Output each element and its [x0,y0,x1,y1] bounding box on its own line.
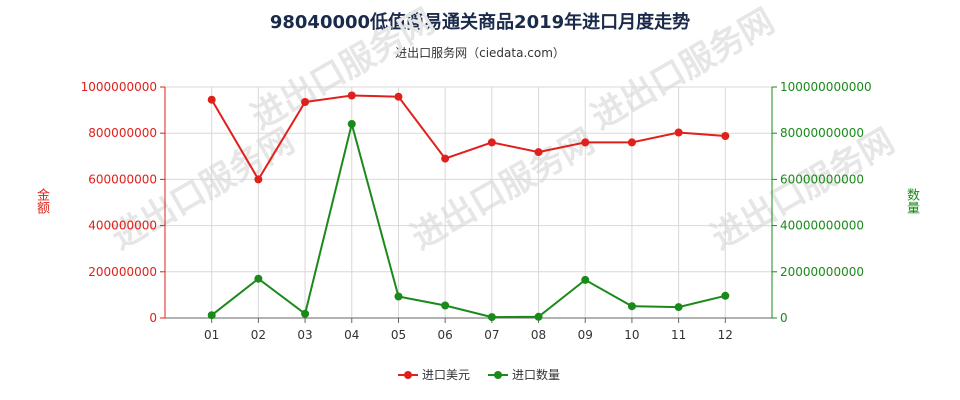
legend-swatch-marker [404,371,412,379]
x-tick-label: 01 [204,328,219,342]
watermark-text: 进出口服务网 [585,1,782,138]
x-tick-label: 03 [297,328,312,342]
right-tick-label: 80000000000 [780,126,864,140]
right-tick-label: 40000000000 [780,219,864,233]
left-axis-ticks: 0 200000000 400000000 600000000 800000000 100… [81,80,165,325]
left-tick-label: 600000000 [88,172,157,186]
left-tick-label: 400000000 [88,219,157,233]
right-tick-label: 60000000000 [780,172,864,186]
watermark-text: 进出口服务网 [105,121,302,258]
watermark-text: 进出口服务网 [245,1,442,138]
left-tick-label: 200000000 [88,265,157,279]
x-tick-label: 07 [484,328,499,342]
legend-entry-label: 进口美元 [422,368,470,382]
series-1-point [301,98,310,106]
watermark-text: 进出口服务网 [705,121,902,258]
right-tick-label: 0 [780,311,788,325]
series-2-point [674,303,683,312]
x-tick-label: 12 [718,328,733,342]
series-2-point [487,313,496,322]
series-1-point [441,154,450,163]
series-1-point [627,138,636,147]
x-tick-label: 06 [438,328,453,342]
legend: 进口美元 进口数量 [398,367,560,382]
series-1-point [674,128,683,137]
series-2-point [254,274,263,283]
series-1-point [207,95,216,104]
series-1-point [347,91,356,100]
series-2-point [394,292,403,301]
x-tick-label: 09 [578,328,593,342]
series-line-1 [210,94,726,182]
legend-swatch-marker [494,371,502,379]
x-tick-label: 05 [391,328,406,342]
left-tick-label: 0 [149,311,157,325]
series-2-point [441,301,450,310]
series-2-point [207,311,216,320]
axes [164,87,773,319]
right-tick-label: 20000000000 [780,265,864,279]
series-1-point [487,138,496,147]
right-axis-ticks: 0 20000000000 40000000000 60000000000 800000… [772,80,872,325]
series-2-point [301,309,310,318]
x-axis-ticks: 01 02 03 04 05 06 07 08 09 10 11 12 [204,318,733,342]
left-axis-label: 金额 [34,188,49,214]
series-1-point [534,148,543,157]
series-1-point [721,132,730,140]
series-2-point [627,302,636,311]
series-2-point [534,312,543,321]
x-tick-label: 08 [531,328,546,342]
left-tick-label: 800000000 [88,126,157,140]
x-tick-label: 02 [251,328,266,342]
series-line-2 [211,120,726,319]
watermark-text: 进出口服务网 [405,121,602,258]
series-2-point [721,291,730,300]
series-2-point [581,275,590,284]
right-axis-label: 数量 [904,188,919,214]
right-tick-label: 100000000000 [780,80,872,94]
legend-entry-label: 进口数量 [512,367,560,382]
series-1-point [254,175,263,184]
series-layer [207,91,730,322]
x-tick-label: 10 [624,328,639,342]
series-2-point [347,120,356,128]
series-1-point [394,92,403,101]
chart-title: 98040000低值简易通关商品2019年进口月度走势 [269,12,691,33]
x-tick-label: 11 [671,328,686,342]
series-1-point [581,138,590,147]
chart-subtitle: 进出口服务网（ciedata.com） [395,46,565,60]
x-tick-label: 04 [344,328,359,342]
left-tick-label: 1000000000 [81,80,157,94]
